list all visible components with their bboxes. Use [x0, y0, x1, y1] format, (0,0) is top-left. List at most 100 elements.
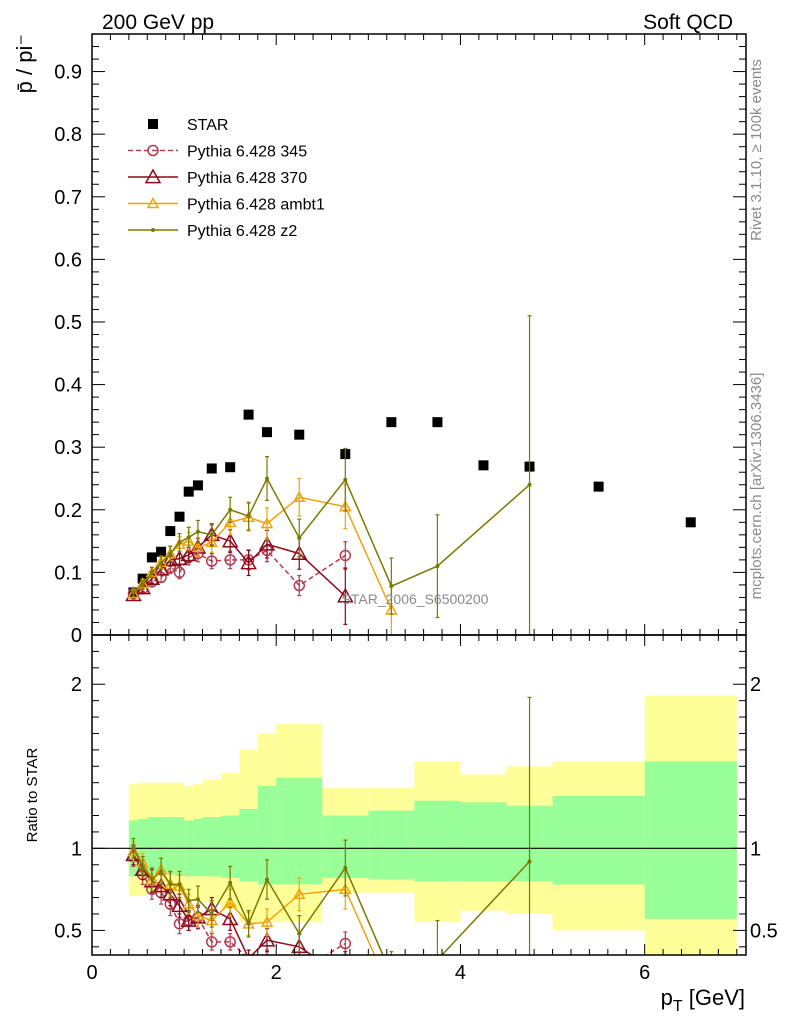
- x-tick-label: 6: [639, 962, 650, 984]
- legend-marker: [151, 228, 155, 232]
- main-series-1-point: [339, 549, 352, 562]
- inner-band-bin: [202, 817, 221, 877]
- ratio-series-3-point: [246, 921, 251, 926]
- legend-label: Pythia 6.428 z2: [187, 223, 297, 240]
- main-series-0-point: [225, 462, 236, 473]
- x-axis-label-unit: [GeV]: [683, 985, 745, 1010]
- inner-band-bin: [174, 817, 185, 877]
- main-series-0-point: [156, 546, 167, 557]
- ratio-panel-plot: [125, 696, 532, 956]
- main-panel-plot: [125, 315, 696, 636]
- x-tick-label: 0: [86, 962, 97, 984]
- x-axis-label-main: p: [661, 985, 673, 1010]
- ratio-series-1-point: [162, 885, 179, 901]
- inner-band-bin: [165, 817, 175, 875]
- ratio-series-3-point: [265, 877, 270, 882]
- main-series-1-line: [133, 549, 346, 595]
- legend-label: Pythia 6.428 ambt1: [187, 197, 325, 214]
- ratio-series-3-point: [195, 897, 200, 902]
- main-y-tick-label: 0.3: [54, 437, 82, 459]
- main-series-4-point: [131, 590, 136, 595]
- main-series-3-point: [127, 587, 140, 599]
- main-series-2-point: [221, 532, 239, 548]
- ratio-series-1-point: [152, 877, 170, 893]
- ratio-series-3-point: [228, 880, 233, 885]
- main-series-4-point: [343, 477, 348, 482]
- ratio-series-2-point: [191, 909, 205, 921]
- main-y-tick-label: 0.7: [54, 187, 82, 209]
- main-series-4-point: [389, 584, 394, 589]
- inner-band-bin: [257, 785, 277, 885]
- ratio-series-3-point: [177, 882, 182, 887]
- main-series-0-point: [206, 463, 217, 474]
- main-series-4-point: [527, 482, 532, 487]
- inner-band-bin: [460, 802, 507, 882]
- main-series-1-point: [205, 555, 218, 567]
- ratio-series-3-point: [168, 882, 173, 887]
- x-tick-label: 4: [455, 962, 466, 984]
- main-series-4-point: [435, 564, 440, 569]
- legend: STAR Pythia 6.428 345 Pythia 6.428 370 Pyth…: [128, 117, 325, 240]
- main-series-4-point: [149, 570, 154, 575]
- main-y-axis-label: p̄ / pi⁻: [12, 34, 37, 93]
- ratio-series-1-point: [258, 931, 276, 947]
- ratio-y-tick-label-left: 1: [71, 838, 82, 860]
- main-series-2-point: [290, 545, 308, 560]
- ratio-series-2-point: [260, 915, 274, 927]
- legend-label: Pythia 6.428 370: [187, 170, 307, 187]
- inner-band-bin: [138, 818, 148, 875]
- main-series-3-point: [292, 490, 306, 503]
- main-y-tick-label: 0: [71, 625, 82, 647]
- legend-marker: [146, 196, 160, 209]
- main-series-3-point: [191, 540, 205, 553]
- x-axis-label: pT [GeV]: [661, 985, 745, 1015]
- main-series-4-point: [186, 535, 191, 540]
- main-series-4-point: [246, 514, 251, 519]
- ratio-series-3-point: [186, 898, 191, 903]
- main-series-0-point: [192, 480, 203, 491]
- main-series-2-point: [180, 546, 197, 562]
- main-y-tick-label: 0.5: [54, 312, 82, 334]
- ratio-y-tick-label-right: 2: [750, 674, 761, 696]
- main-series-0-point: [432, 417, 443, 428]
- main-series-1-point: [224, 554, 236, 566]
- main-series-2-point: [337, 587, 354, 603]
- x-tick-label: 2: [271, 962, 282, 984]
- main-series-2-point: [258, 535, 276, 551]
- main-series-0-point: [243, 409, 254, 420]
- legend-label: Pythia 6.428 345: [187, 144, 307, 161]
- main-series-3-point: [260, 517, 274, 529]
- main-y-tick-label: 0.9: [54, 62, 82, 84]
- inner-band-bin: [156, 817, 166, 875]
- main-y-tick-label: 0.1: [54, 562, 82, 584]
- main-series-4-point: [265, 476, 270, 481]
- main-series-4-point: [228, 507, 233, 512]
- main-y-tick-label: 0.2: [54, 500, 82, 522]
- main-series-1-point: [293, 579, 306, 592]
- main-series-4-point: [209, 532, 214, 537]
- ratio-series-1-point: [290, 938, 308, 954]
- x-axis-label-sub: T: [673, 998, 683, 1015]
- inner-band-bin: [644, 761, 737, 919]
- ratio-y-tick-label-right: 0.5: [750, 920, 778, 942]
- legend-marker: [144, 168, 162, 184]
- main-series-0-point: [685, 517, 696, 528]
- rivet-version-label: Rivet 3.1.10, ≥ 100k events: [748, 59, 765, 241]
- inner-band-bin: [552, 795, 645, 885]
- ratio-series-3-point: [343, 866, 348, 871]
- main-series-0-point: [386, 417, 397, 428]
- inner-band-bin: [220, 815, 240, 878]
- ratio-y-tick-label-right: 1: [750, 838, 761, 860]
- main-series-4-point: [195, 529, 200, 534]
- inner-band-bin: [414, 800, 461, 882]
- header-right-title: Soft QCD: [643, 11, 733, 34]
- main-series-2-point: [162, 551, 179, 567]
- axes: 0 2 4 6pT [GeV]00.10.20.30.40.50.60.70.80.9…: [12, 33, 778, 1015]
- inner-band-bin: [193, 818, 203, 877]
- main-series-0-point: [294, 429, 305, 440]
- ratio-series-3-point: [159, 869, 164, 874]
- legend-marker: [147, 144, 159, 157]
- analysis-watermark: STAR_2006_S6500200: [342, 591, 489, 607]
- main-series-4-point: [159, 561, 164, 566]
